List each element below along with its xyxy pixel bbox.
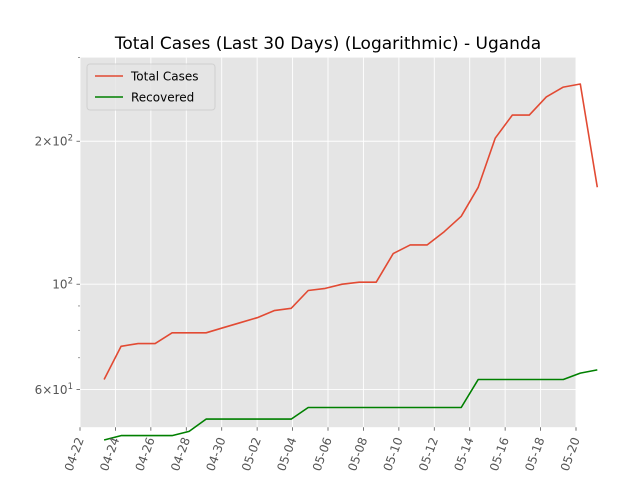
legend-label-recovered: Recovered — [131, 91, 194, 105]
y-tick-label: 102 — [52, 277, 73, 292]
y-tick-label: 6×101 — [35, 382, 73, 397]
series-line-recovered — [103, 369, 598, 441]
legend: Total Cases Recovered — [86, 63, 216, 111]
chart-title: Total Cases (Last 30 Days) (Logarithmic)… — [114, 34, 541, 54]
grid-layer — [79, 57, 577, 428]
y-tick-label: 2×102 — [35, 134, 73, 149]
legend-label-total-cases: Total Cases — [130, 70, 198, 84]
series-line-total-cases — [103, 83, 599, 380]
series-layer — [103, 83, 599, 441]
